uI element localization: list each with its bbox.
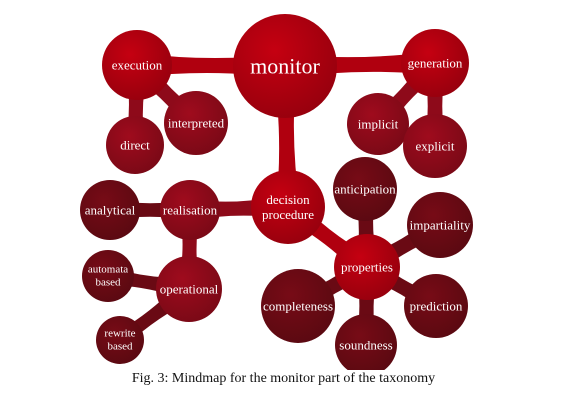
nodes: monitor execution direct interpreted generat…	[80, 14, 473, 370]
node-circle-decision-procedure	[251, 170, 325, 244]
node-circle-implicit	[347, 93, 409, 155]
node-implicit: implicit	[347, 93, 409, 155]
node-circle-monitor	[233, 14, 337, 118]
node-circle-execution	[102, 30, 172, 100]
node-circle-prediction	[404, 274, 468, 338]
node-circle-direct	[106, 116, 164, 174]
figure-caption: Fig. 3: Mindmap for the monitor part of …	[131, 371, 436, 386]
node-label-interpreted: interpreted	[168, 116, 225, 131]
node-circle-analytical	[80, 180, 140, 240]
node-generation: generation	[401, 29, 469, 97]
node-prediction: prediction	[404, 274, 468, 338]
node-execution: execution	[102, 30, 172, 100]
node-label-analytical: analytical	[85, 203, 136, 218]
node-label-rewrite-based-line-2: based	[107, 340, 133, 352]
node-label-properties: properties	[341, 260, 393, 275]
node-circle-anticipation	[333, 157, 397, 221]
node-circle-rewrite-based	[96, 316, 144, 364]
node-anticipation: anticipation	[333, 157, 397, 221]
node-label-anticipation: anticipation	[334, 182, 396, 197]
node-label-explicit: explicit	[416, 139, 455, 154]
node-label-impartiality: impartiality	[410, 218, 471, 233]
node-monitor: monitor	[233, 14, 337, 118]
node-circle-explicit	[403, 114, 467, 178]
node-circle-soundness	[335, 314, 397, 370]
node-label-realisation: realisation	[163, 203, 218, 218]
node-label-operational: operational	[160, 282, 219, 297]
node-completeness: completeness	[261, 269, 335, 343]
node-soundness: soundness	[335, 314, 397, 370]
node-operational: operational	[156, 256, 222, 322]
node-circle-realisation	[160, 180, 220, 240]
node-label-implicit: implicit	[358, 117, 399, 132]
node-interpreted: interpreted	[164, 91, 228, 155]
node-circle-completeness	[261, 269, 335, 343]
node-label-execution: execution	[112, 58, 163, 73]
node-realisation: realisation	[160, 180, 220, 240]
node-label-soundness: soundness	[339, 338, 392, 353]
node-label-rewrite-based-line-1: rewrite	[104, 328, 135, 340]
node-label-generation: generation	[408, 56, 463, 71]
node-circle-generation	[401, 29, 469, 97]
node-label-automata-based-line-2: based	[95, 276, 121, 288]
node-direct: direct	[106, 116, 164, 174]
node-analytical: analytical	[80, 180, 140, 240]
node-impartiality: impartiality	[407, 192, 473, 258]
node-label-monitor: monitor	[250, 54, 320, 79]
node-explicit: explicit	[403, 114, 467, 178]
node-circle-interpreted	[164, 91, 228, 155]
node-label-completeness: completeness	[263, 299, 333, 314]
node-label-direct: direct	[120, 138, 150, 153]
node-label-automata-based-line-1: automata	[88, 264, 128, 276]
node-circle-operational	[156, 256, 222, 322]
node-properties: properties	[334, 234, 400, 300]
node-circle-impartiality	[407, 192, 473, 258]
node-circle-automata-based	[82, 250, 134, 302]
node-circle-properties	[334, 234, 400, 300]
node-label-decision-procedure-line-1: decision	[266, 192, 310, 207]
node-label-decision-procedure-line-2: procedure	[262, 207, 314, 222]
mindmap-diagram: monitor execution direct interpreted generat…	[80, 14, 473, 370]
node-label-prediction: prediction	[410, 299, 463, 314]
